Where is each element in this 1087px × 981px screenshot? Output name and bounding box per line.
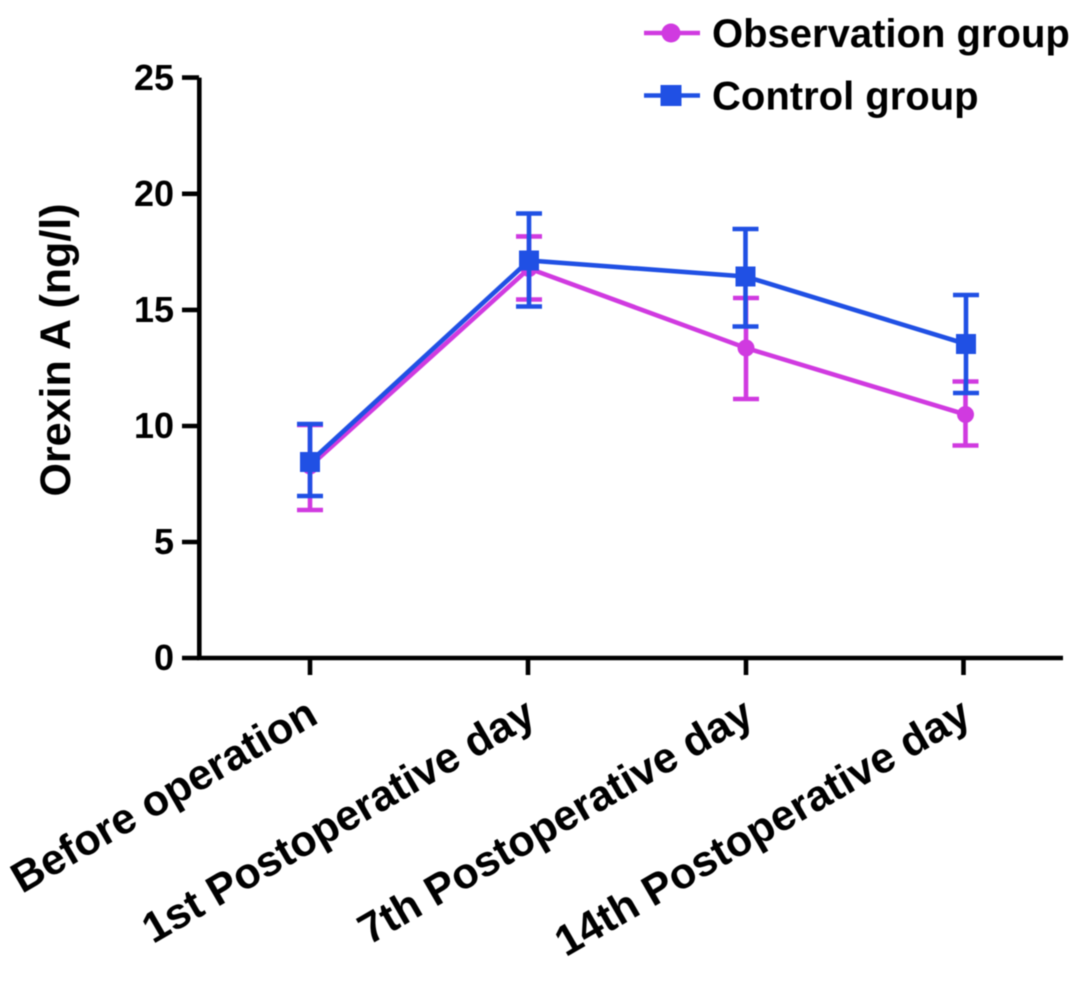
svg-text:0: 0	[154, 637, 174, 678]
svg-text:Observation group: Observation group	[712, 12, 1070, 56]
svg-text:Control group: Control group	[712, 75, 979, 119]
svg-text:10: 10	[134, 405, 174, 446]
svg-text:25: 25	[134, 57, 174, 98]
svg-text:5: 5	[154, 521, 174, 562]
svg-text:Orexin A (ng/l): Orexin A (ng/l)	[32, 203, 80, 496]
svg-text:20: 20	[134, 173, 174, 214]
svg-text:15: 15	[134, 289, 174, 330]
